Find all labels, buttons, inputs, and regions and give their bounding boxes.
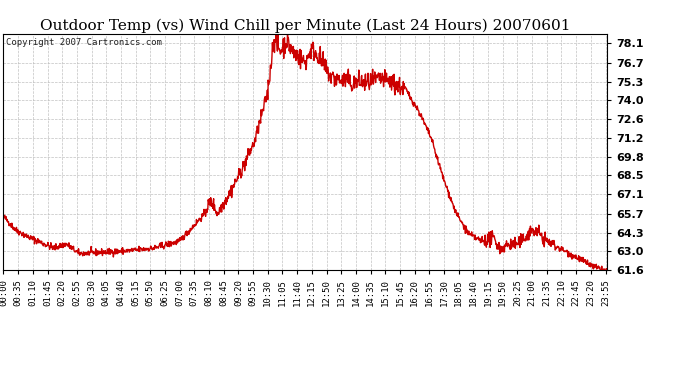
Text: Copyright 2007 Cartronics.com: Copyright 2007 Cartronics.com <box>6 39 162 48</box>
Title: Outdoor Temp (vs) Wind Chill per Minute (Last 24 Hours) 20070601: Outdoor Temp (vs) Wind Chill per Minute … <box>40 18 571 33</box>
